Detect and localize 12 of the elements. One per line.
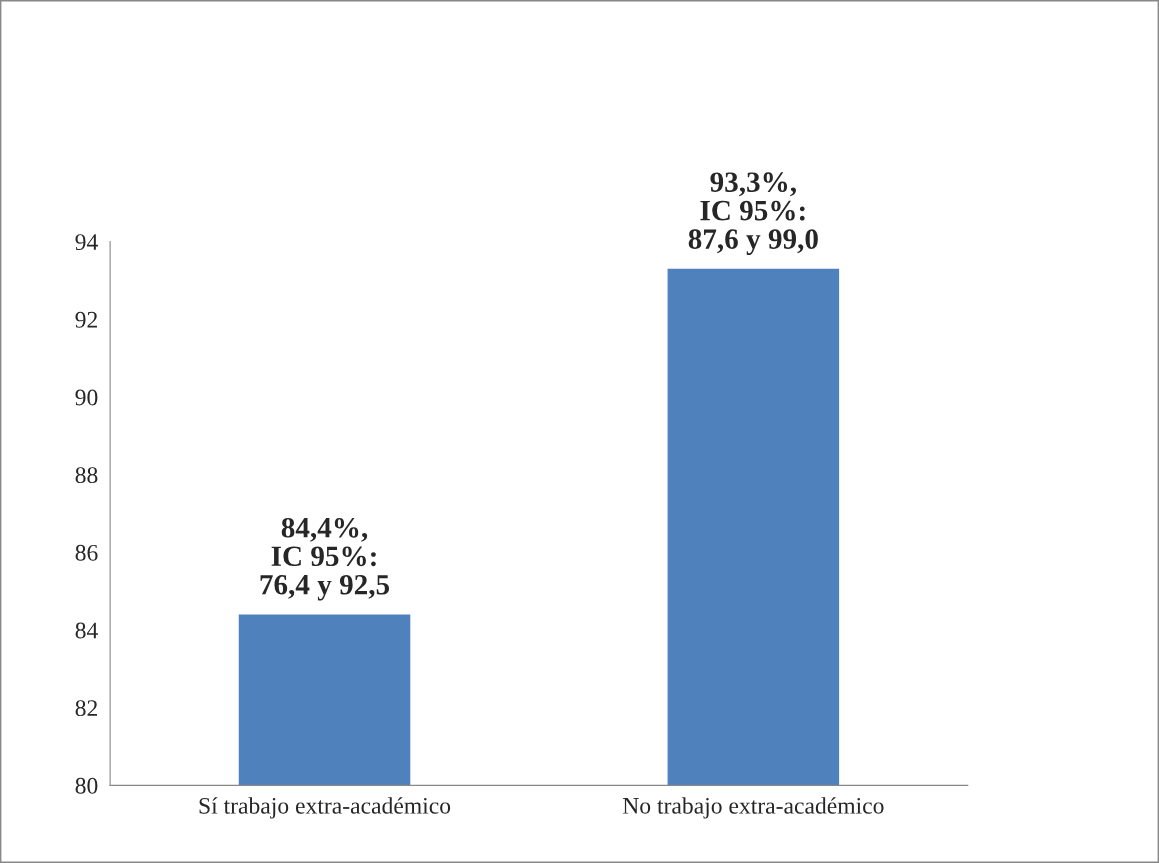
data-label: 84,4%, IC 95%: 76,4 y 92,5 — [260, 517, 390, 601]
y-tick-label: 80 — [75, 777, 98, 794]
x-tick-label: No trabajo extra-académico — [622, 797, 884, 819]
y-tick-label: 86 — [75, 544, 98, 561]
y-tick-label: 88 — [75, 467, 98, 484]
y-tick-label: 84 — [75, 622, 98, 639]
y-tick-label: 94 — [75, 234, 98, 251]
y-tick-label: 90 — [75, 389, 98, 406]
y-tick-label: 82 — [75, 700, 97, 717]
data-label: 93,3%, IC 95%: 87,6 y 99,0 — [688, 172, 818, 255]
y-tick-label: 92 — [75, 311, 97, 328]
x-tick-label: Sí trabajo extra-académico — [199, 797, 451, 819]
